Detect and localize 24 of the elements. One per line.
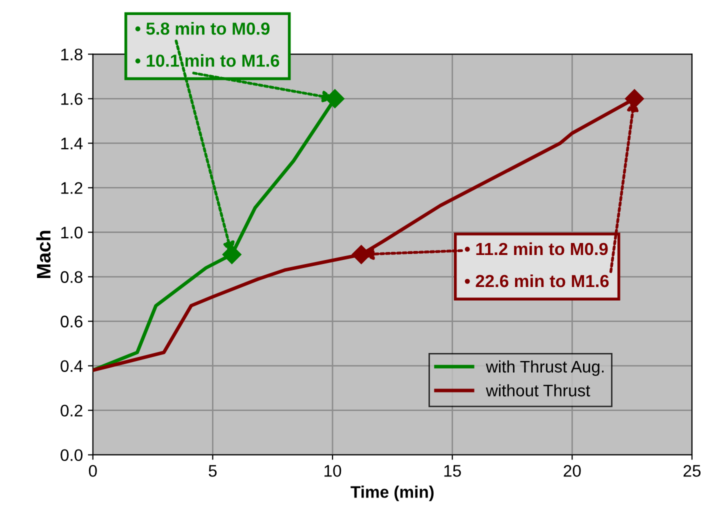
x-tick-label: 15: [444, 465, 461, 477]
y-tick-label: 1.8: [61, 48, 82, 60]
x-tick-label: 10: [324, 464, 342, 477]
y-tick-label: 1.0: [61, 226, 83, 238]
x-tick-label: 5: [208, 465, 217, 477]
legend-label: with Thrust Aug.: [486, 360, 604, 376]
annotation: • 11.2 min to M0.9: [464, 242, 608, 256]
x-tick-label: 25: [684, 464, 701, 477]
y-tick-label: 1.2: [61, 182, 82, 194]
y-axis-title: Mach: [36, 230, 51, 278]
annotation: • 5.8 min to M0.9: [135, 22, 270, 35]
y-tick-label: 0.6: [60, 316, 82, 328]
x-tick-label: 0: [88, 464, 97, 477]
annotation: • 22.6 min to M1.6: [464, 274, 609, 288]
y-tick-label: 0.4: [60, 360, 83, 372]
x-axis-title: Time (min): [350, 486, 434, 502]
legend-label: without Thrust: [486, 384, 590, 396]
y-tick-label: 0.8: [60, 271, 82, 283]
annotation: • 10.1 min to M1.6: [135, 54, 280, 67]
x-tick-label: 20: [564, 464, 581, 477]
y-tick-label: 1.6: [61, 93, 82, 105]
y-tick-label: 0.2: [60, 404, 82, 417]
y-tick-label: 0.0: [60, 449, 83, 462]
y-tick-label: 1.4: [61, 138, 83, 150]
